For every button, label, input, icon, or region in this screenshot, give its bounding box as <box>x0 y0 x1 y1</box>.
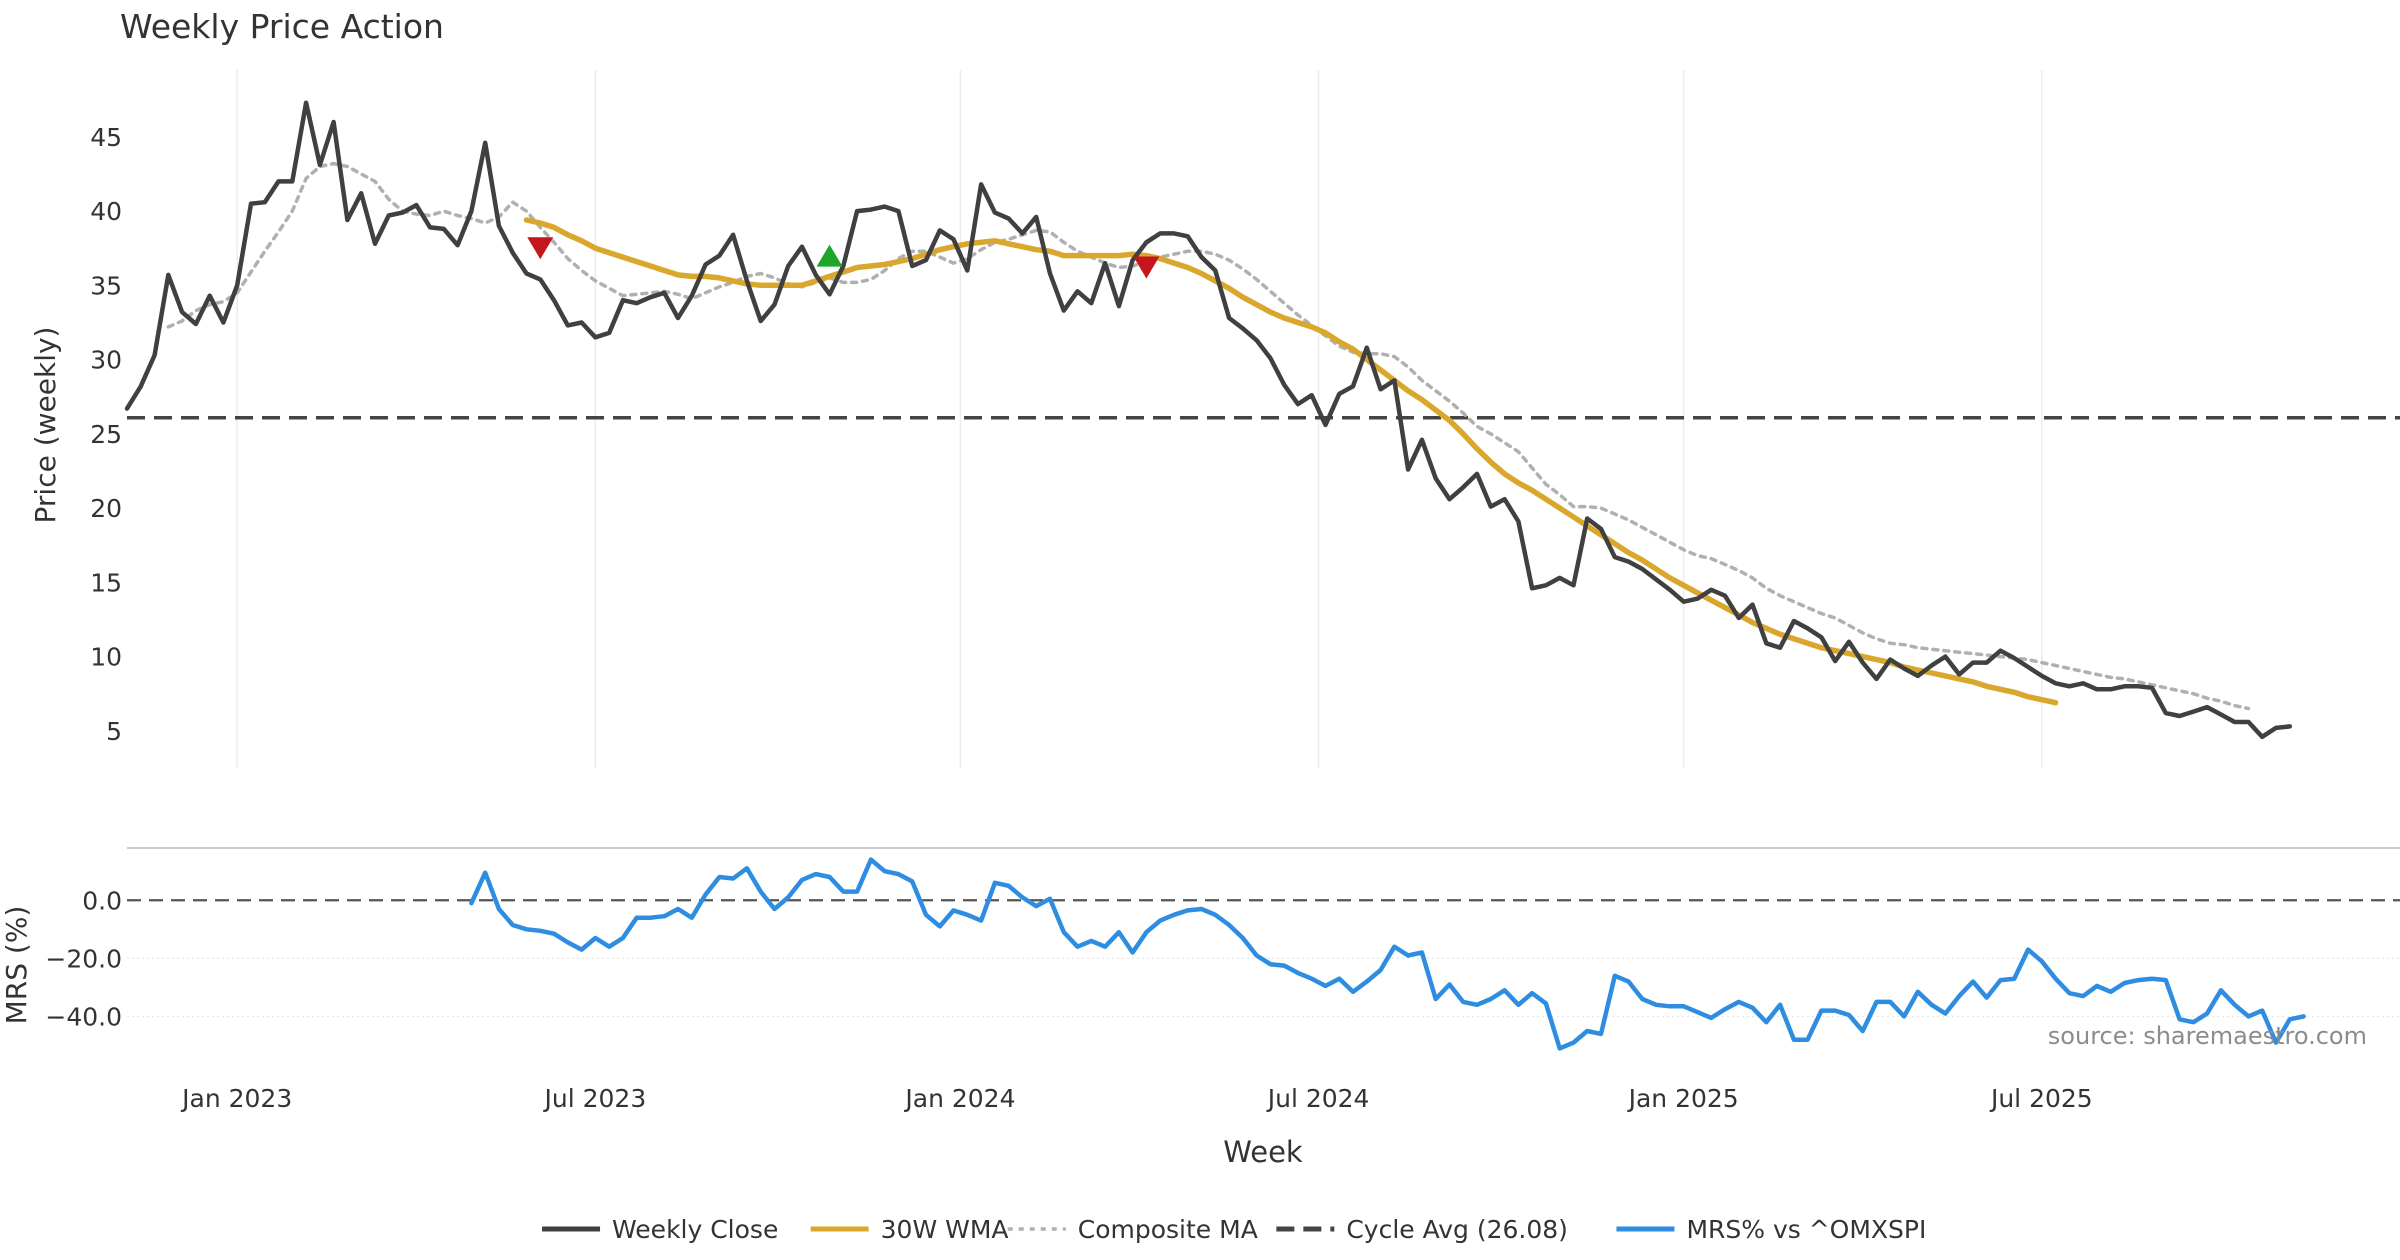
legend-label: 30W WMA <box>881 1215 1009 1244</box>
x-tick-label: Jan 2023 <box>180 1084 292 1113</box>
price-ytick-label: 25 <box>90 420 122 449</box>
legend-label: MRS% vs ^OMXSPI <box>1686 1215 1926 1244</box>
price-ytick-label: 35 <box>90 271 122 300</box>
composite-ma-line <box>166 161 2251 711</box>
chart-title: Weekly Price Action <box>120 7 444 46</box>
x-tick-label: Jul 2023 <box>543 1084 647 1113</box>
x-tick-label: Jan 2025 <box>1627 1084 1739 1113</box>
price-ytick-label: 10 <box>90 643 122 672</box>
legend: Weekly Close 30W WMA Composite MA Cycle Avg… <box>542 1215 1926 1244</box>
source-annotation: source: sharemaestro.com <box>2048 1022 2367 1050</box>
mrs-ytick-label: −20.0 <box>45 944 122 973</box>
buy-signal-marker <box>816 244 843 267</box>
price-ytick-label: 40 <box>90 197 122 226</box>
x-axis-label: Week <box>1223 1135 1303 1169</box>
sell-signal-marker <box>527 237 554 260</box>
legend-label: Cycle Avg (26.08) <box>1346 1215 1568 1244</box>
x-tick-label: Jul 2024 <box>1266 1084 1370 1113</box>
mrs-line <box>469 857 2306 1051</box>
price-ytick-label: 15 <box>90 568 122 597</box>
mrs-ytick-label: −40.0 <box>45 1002 122 1031</box>
legend-label: Composite MA <box>1078 1215 1258 1244</box>
price-ytick-label: 20 <box>90 494 122 523</box>
price-panel: 5 10 15 20 25 30 35 40 45 <box>90 70 2400 768</box>
wma-30w-line <box>523 217 2059 706</box>
price-ytick-label: 5 <box>106 717 122 746</box>
x-axis: Jan 2023 Jul 2023 Jan 2024 Jul 2024 Jan 2025… <box>180 1084 2093 1113</box>
mrs-y-axis-label: MRS (%) <box>0 906 33 1025</box>
x-tick-label: Jul 2025 <box>1989 1084 2093 1113</box>
x-tick-label: Jan 2024 <box>903 1084 1015 1113</box>
sell-signal-marker <box>1133 256 1160 279</box>
weekly-close-line <box>124 100 2293 740</box>
mrs-panel: 0.0 −20.0 −40.0 <box>45 847 2400 1051</box>
price-ytick-label: 45 <box>90 123 122 152</box>
legend-label: Weekly Close <box>612 1215 778 1244</box>
price-y-axis-label: Price (weekly) <box>29 327 62 524</box>
mrs-ytick-label: 0.0 <box>82 886 122 915</box>
price-ytick-label: 30 <box>90 346 122 375</box>
